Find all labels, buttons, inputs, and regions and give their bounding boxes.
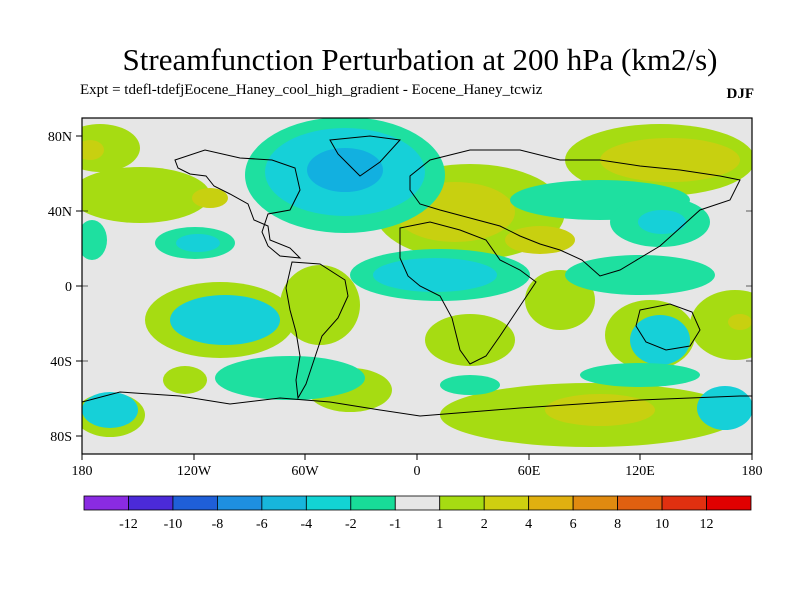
colorbar-label: 8 bbox=[614, 517, 621, 532]
colorbar-swatch bbox=[216, 495, 263, 511]
neg-anomaly-atlantic-west bbox=[82, 220, 107, 260]
coastline-north-america bbox=[174, 149, 302, 259]
colorbar-label: 4 bbox=[525, 517, 532, 532]
lon-label: 60E bbox=[518, 464, 541, 479]
neg-anomaly-antarctic-west bbox=[82, 392, 138, 428]
colorbar-swatch bbox=[350, 495, 396, 511]
lon-label: 120E bbox=[625, 464, 655, 479]
coastline-antarctica bbox=[82, 391, 752, 417]
coastline-eurasia bbox=[409, 149, 741, 277]
plot-title: Streamfunction Perturbation at 200 hPa (… bbox=[122, 42, 718, 77]
lon-label: 180 bbox=[742, 464, 763, 479]
neg-anomaly-tropical-atlantic-core bbox=[373, 258, 497, 292]
colorbar-swatch bbox=[572, 495, 619, 511]
pos-anomaly-arctic-west-core bbox=[82, 140, 104, 160]
coastline-australia bbox=[635, 303, 701, 351]
colorbar-label: -1 bbox=[389, 517, 401, 532]
lon-label: 180 bbox=[72, 464, 93, 479]
colorbar-swatch bbox=[261, 495, 307, 511]
colorbar-label: 2 bbox=[481, 517, 488, 532]
colorbar-swatch bbox=[394, 495, 441, 511]
colorbar-label: 1 bbox=[436, 517, 443, 532]
neg-anomaly-indian-ocean bbox=[565, 255, 715, 295]
season-label: DJF bbox=[726, 86, 755, 102]
neg-anomaly-south-indian bbox=[580, 363, 700, 387]
colorbar-swatch bbox=[128, 495, 174, 511]
colorbar-swatch bbox=[439, 495, 485, 511]
colorbar-swatch bbox=[528, 495, 574, 511]
colorbar-swatch bbox=[617, 495, 663, 511]
neg-anomaly-south-pacific bbox=[170, 295, 280, 345]
lat-label: 0 bbox=[65, 280, 72, 295]
pos-anomaly-antarctic-east-core bbox=[545, 394, 655, 426]
colorbar-swatch bbox=[706, 495, 752, 511]
pos-anomaly-arabia bbox=[505, 226, 575, 254]
colorbar-swatch bbox=[305, 495, 352, 511]
lat-ticks bbox=[76, 135, 82, 437]
pos-anomaly-south-africa bbox=[425, 314, 515, 366]
negative-anomalies bbox=[82, 118, 752, 430]
neg-anomaly-north-atlantic-core bbox=[307, 148, 383, 192]
coastline-south-america bbox=[285, 261, 349, 400]
lat-label: 40S bbox=[50, 355, 72, 370]
pos-anomaly-southern-ocean-west bbox=[163, 366, 207, 394]
colorbar-label: 12 bbox=[700, 517, 714, 532]
pos-anomaly-south-pacific bbox=[690, 290, 752, 360]
colorbar: -12 -10 -8 -6 -4 -2 -1 1 2 4 6 8 10 12 bbox=[83, 495, 752, 532]
lon-label: 120W bbox=[177, 464, 212, 479]
coastlines bbox=[82, 135, 752, 417]
pos-anomaly-arctic-west bbox=[82, 124, 140, 172]
coastline-greenland bbox=[329, 135, 402, 177]
map-panel: 180 120W 60W 0 60E 120E 180 80N 40N 0 40… bbox=[48, 117, 763, 479]
pos-anomaly-northwest-core bbox=[192, 188, 228, 208]
pos-anomaly-south-america bbox=[280, 265, 360, 345]
lon-label: 0 bbox=[414, 464, 421, 479]
pos-anomaly-north-pacific-core bbox=[600, 138, 740, 182]
lat-label: 80N bbox=[48, 130, 72, 145]
neg-anomaly-south-australia bbox=[630, 315, 690, 365]
colorbar-label: -4 bbox=[300, 517, 312, 532]
colorbar-label: -8 bbox=[212, 517, 224, 532]
neg-anomaly-antarctic-east bbox=[440, 375, 500, 395]
colorbar-swatch bbox=[661, 495, 707, 511]
colorbar-swatch bbox=[83, 495, 129, 511]
graticule bbox=[82, 210, 752, 362]
colorbar-label: 10 bbox=[655, 517, 669, 532]
colorbar-swatch bbox=[483, 495, 530, 511]
colorbar-label: -10 bbox=[164, 517, 183, 532]
colorbar-label: -6 bbox=[256, 517, 268, 532]
lat-label: 80S bbox=[50, 430, 72, 445]
lon-ticks bbox=[81, 454, 753, 460]
colorbar-label: 6 bbox=[570, 517, 577, 532]
neg-anomaly-northwest-pacific-core bbox=[638, 210, 686, 234]
pos-anomaly-south-pacific-core bbox=[728, 314, 752, 330]
lat-labels: 80N 40N 0 40S 80S bbox=[48, 130, 72, 445]
colorbar-label: -2 bbox=[345, 517, 357, 532]
coastline-africa bbox=[399, 221, 537, 365]
colorbar-label: -12 bbox=[119, 517, 138, 532]
colorbar-swatch bbox=[172, 495, 218, 511]
pos-anomaly-northwest bbox=[82, 167, 210, 223]
neg-anomaly-tropical-pacific-core bbox=[176, 234, 220, 252]
neg-anomaly-south-atlantic bbox=[215, 356, 365, 400]
lon-labels: 180 120W 60W 0 60E 120E 180 bbox=[72, 464, 763, 479]
neg-anomaly-southeast bbox=[697, 386, 752, 430]
lon-label: 60W bbox=[291, 464, 319, 479]
lat-label: 40N bbox=[48, 205, 72, 220]
experiment-subtitle: Expt = tdefl-tdefjEocene_Haney_cool_high… bbox=[80, 82, 543, 98]
